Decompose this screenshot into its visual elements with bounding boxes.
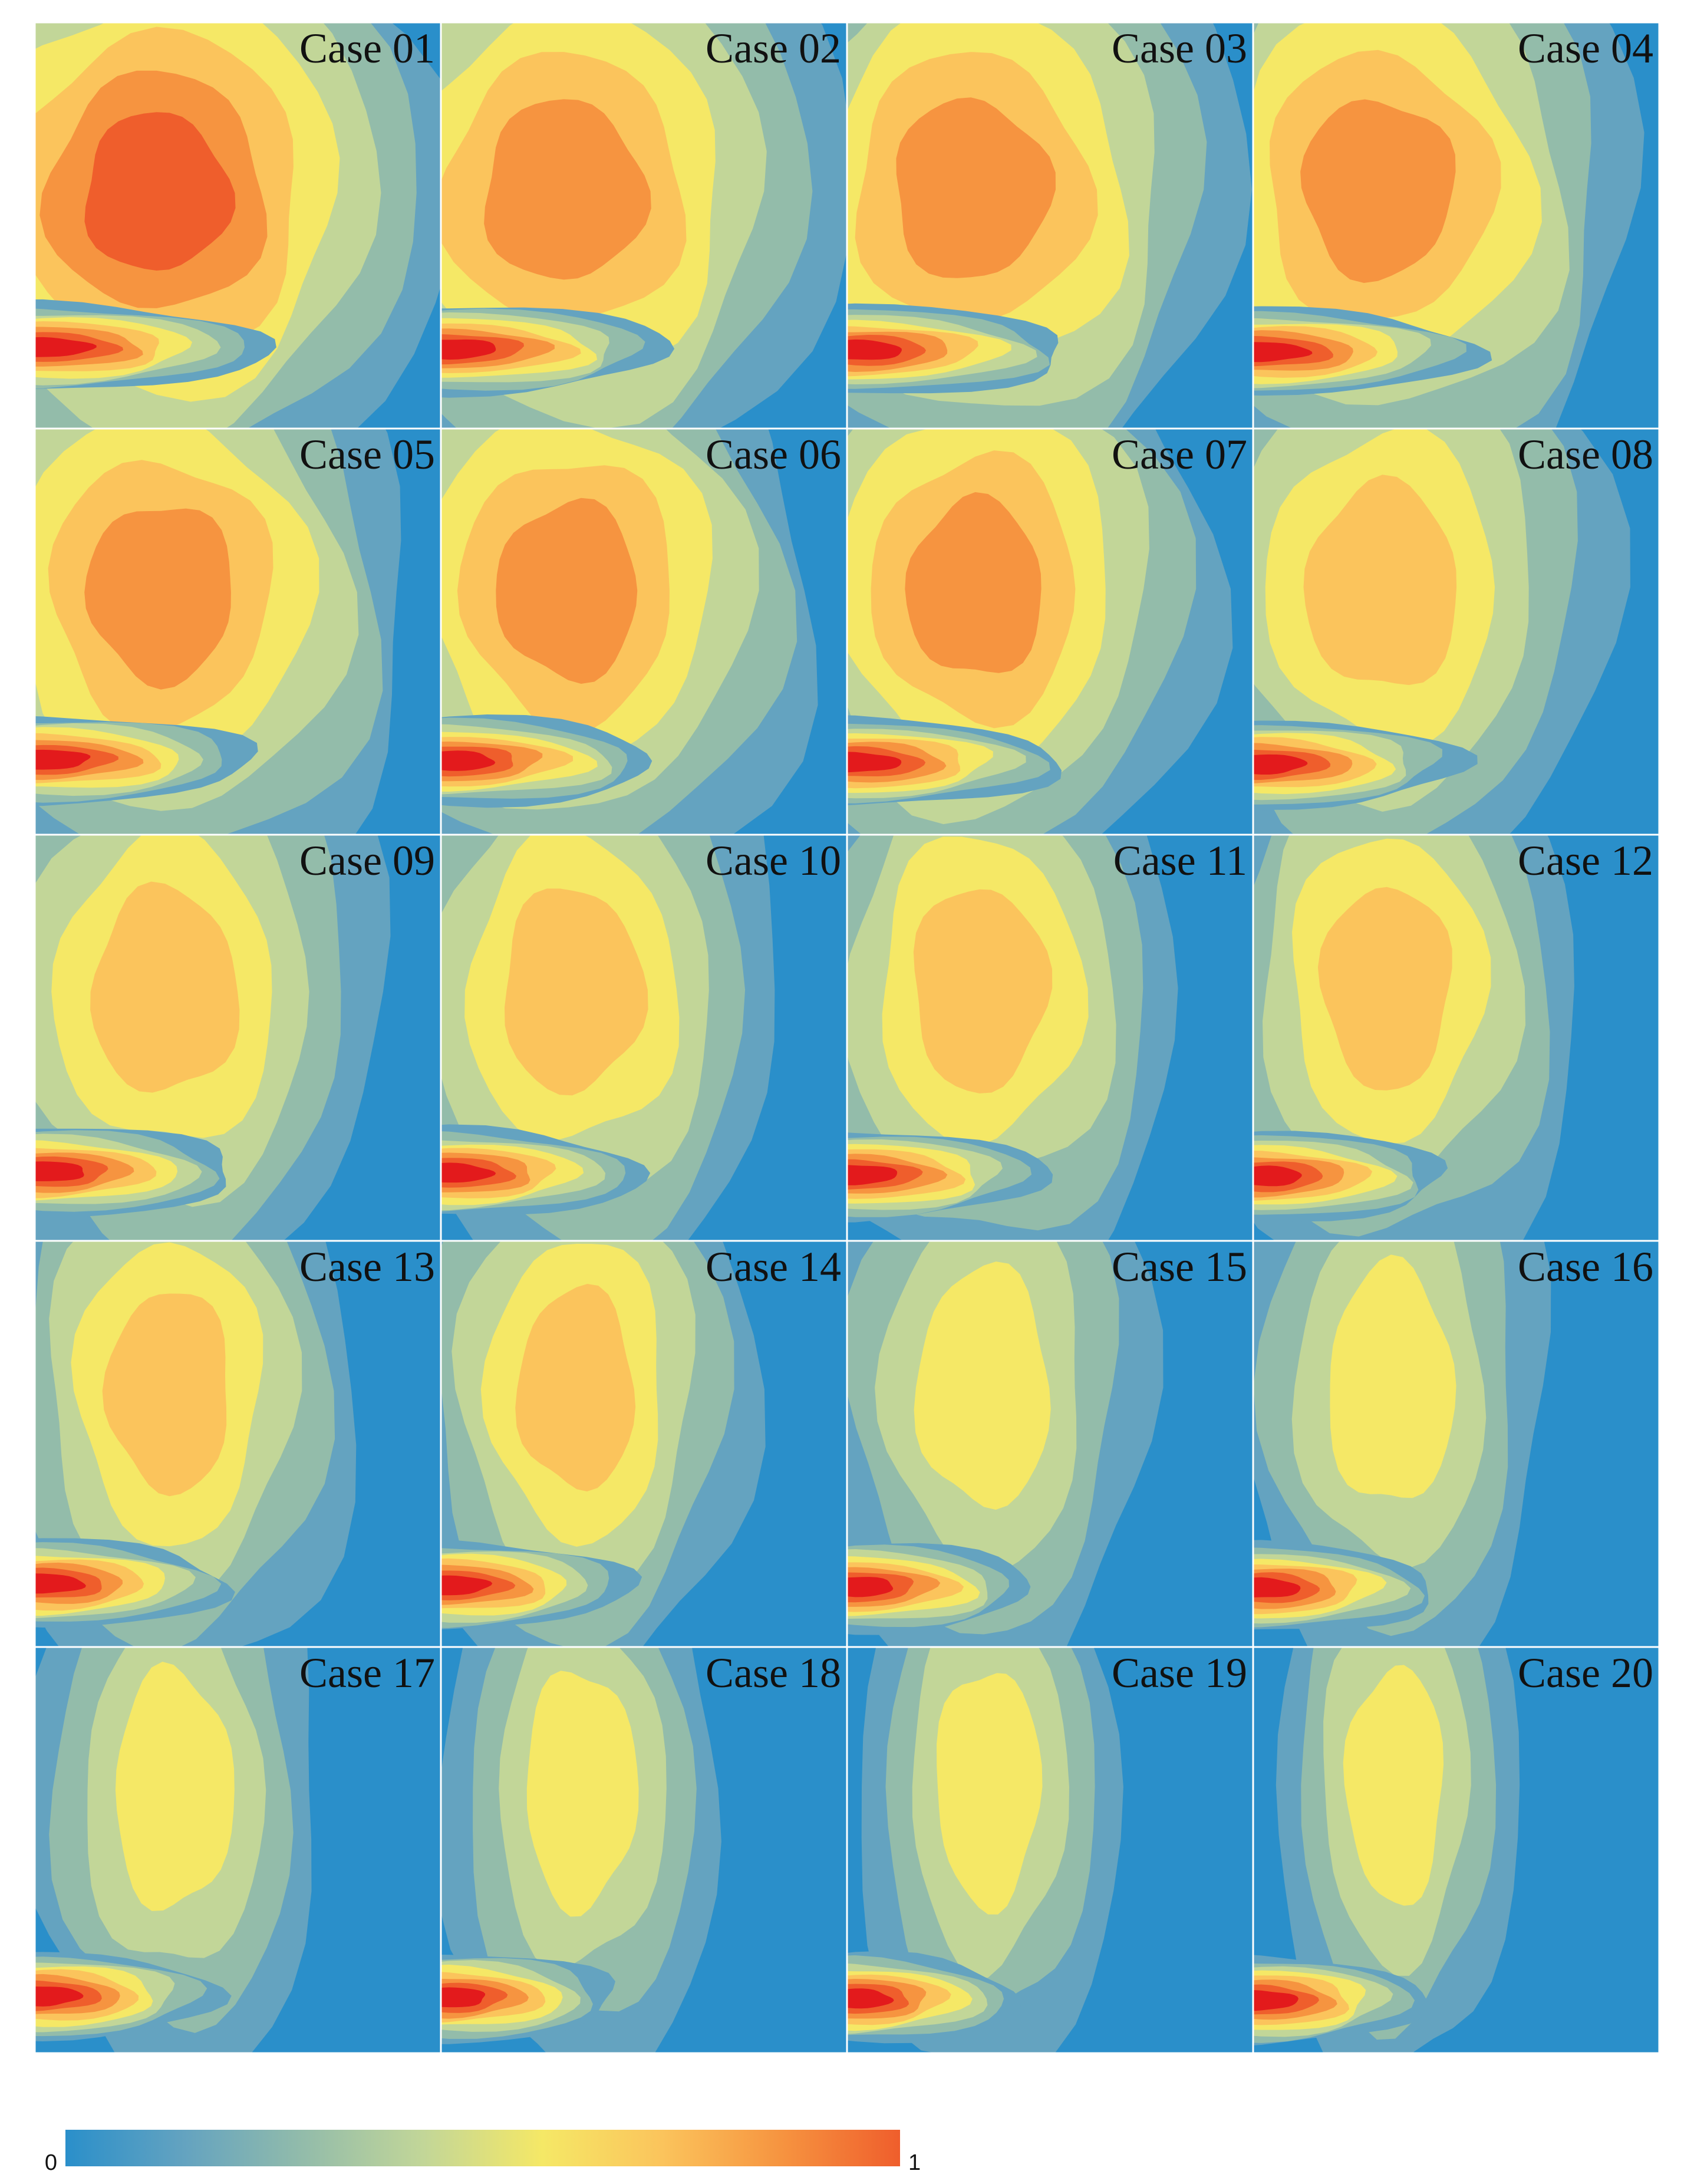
contour-panel [441, 1647, 847, 2053]
panel-label: Case 09 [299, 837, 435, 884]
contour-level [496, 498, 638, 684]
panel-label: Case 01 [299, 25, 435, 72]
contour-level [937, 1673, 1043, 1915]
contour-level [1303, 475, 1457, 686]
contour-level [35, 1986, 84, 2007]
contour-level [441, 1987, 486, 2008]
panel-label: Case 20 [1518, 1649, 1653, 1697]
panel-border [1252, 1646, 1660, 2054]
contour-panel [847, 429, 1253, 835]
colorbar-tick-label: 1 [908, 2150, 921, 2175]
contour-level [1343, 1665, 1444, 1906]
panel-label: Case 04 [1518, 25, 1653, 72]
contour-level [1330, 1254, 1456, 1498]
panel-label: Case 15 [1112, 1243, 1247, 1290]
contour-panel [35, 1647, 441, 2053]
contour-panel [441, 429, 847, 835]
contour-level [847, 1577, 894, 1597]
panel-label: Case 06 [706, 431, 841, 478]
contour-panel [441, 835, 847, 1241]
panel-label: Case 18 [706, 1649, 841, 1697]
contour-level [847, 339, 902, 360]
contour-level [1253, 342, 1313, 363]
contour-level [484, 99, 651, 280]
contour-level [1253, 1990, 1298, 2011]
contour-panel [847, 1647, 1253, 2053]
contour-level [1253, 1165, 1302, 1187]
contour-level [1253, 1577, 1301, 1597]
contour-panel [1253, 429, 1659, 835]
panel-label: Case 10 [706, 837, 841, 884]
contour-level [115, 1662, 235, 1911]
contour-level [913, 889, 1053, 1093]
panel-label: Case 08 [1518, 431, 1653, 478]
contour-panel [1253, 1647, 1659, 2053]
panel-label: Case 05 [299, 431, 435, 478]
contour-panel [35, 429, 441, 835]
contour-level [1317, 887, 1452, 1091]
contour-level [35, 749, 91, 770]
contour-level [905, 492, 1042, 673]
contour-panel [847, 835, 1253, 1241]
contour-panel [1253, 835, 1659, 1241]
panel-label: Case 17 [299, 1649, 435, 1697]
contour-panel [1253, 22, 1659, 429]
contour-panel [847, 22, 1253, 429]
panel-label: Case 16 [1518, 1243, 1653, 1290]
contour-level [914, 1261, 1051, 1510]
colorbar-tick-label: 0 [45, 2150, 57, 2175]
contour-panel [441, 22, 847, 429]
panel-label: Case 19 [1112, 1649, 1247, 1697]
contour-level [102, 1293, 227, 1497]
panel-label: Case 02 [706, 25, 841, 72]
contour-level [1300, 99, 1456, 283]
contour-level [441, 1162, 496, 1183]
panel-label: Case 12 [1518, 837, 1653, 884]
contour-level [505, 888, 648, 1096]
contour-panel [847, 1241, 1253, 1647]
contour-level [35, 1161, 84, 1181]
contour-level [526, 1671, 639, 1917]
contour-level [515, 1284, 636, 1492]
contour-level [441, 750, 496, 771]
contour-level [896, 97, 1056, 278]
contour-panel [35, 22, 441, 429]
contour-level [847, 1165, 898, 1185]
contour-level [35, 1573, 86, 1594]
panel-label: Case 11 [1113, 837, 1247, 884]
contour-panel [35, 1241, 441, 1647]
panel-label: Case 13 [299, 1243, 435, 1290]
contour-level [90, 881, 240, 1093]
contour-level [84, 508, 231, 690]
panel-label: Case 14 [706, 1243, 841, 1290]
contour-level [441, 339, 496, 360]
contour-panel [441, 1241, 847, 1647]
contour-level [441, 1575, 493, 1596]
colorbar [65, 2130, 900, 2166]
contour-panel [1253, 1241, 1659, 1647]
contour-level [84, 112, 236, 271]
contour-level [847, 1988, 894, 2009]
contour-level [1253, 754, 1308, 775]
contour-level [847, 752, 902, 773]
panel-label: Case 03 [1112, 25, 1247, 72]
contour-level [35, 337, 97, 357]
contour-panel [35, 835, 441, 1241]
panel-label: Case 07 [1112, 431, 1247, 478]
